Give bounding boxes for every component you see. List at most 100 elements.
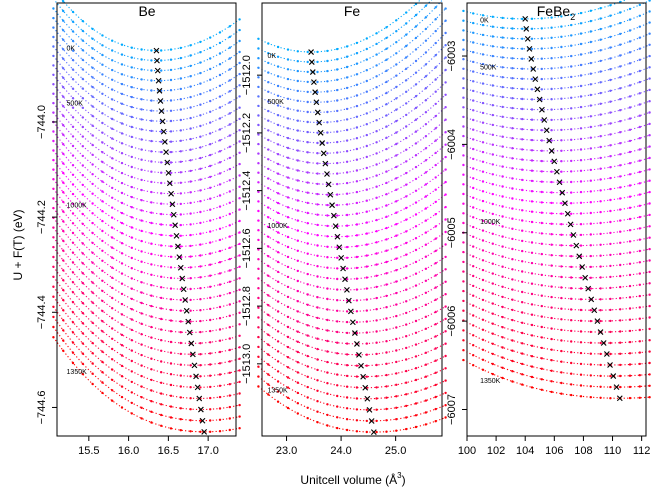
fe-curve-point <box>355 147 359 151</box>
fe-curve-point <box>405 11 408 14</box>
febe2-curve-point <box>599 38 602 41</box>
be-curve-point <box>179 352 182 356</box>
fe-curve-point <box>276 270 280 274</box>
fe-curve-point <box>316 60 319 64</box>
febe2-curve-point <box>550 243 553 246</box>
be-curve-point <box>169 48 173 51</box>
febe2-minimum-marker <box>597 329 604 335</box>
fe-curve-point <box>336 88 339 92</box>
fe-minimum-marker <box>358 362 364 369</box>
fe-curve-point <box>405 253 408 256</box>
be-curve-point <box>130 391 133 394</box>
febe2-curve-point <box>589 363 592 366</box>
fe-curve-point <box>286 146 290 150</box>
be-curve-point <box>179 171 182 174</box>
febe2-curve-point <box>638 317 641 320</box>
be-x-tick-label: 16.0 <box>118 445 139 457</box>
fe-curve-point <box>434 114 437 118</box>
febe2-curve-point <box>472 324 475 327</box>
febe2-curve-point <box>511 247 514 251</box>
febe2-curve-point <box>530 138 534 142</box>
fe-x-tick-label: 25.0 <box>385 445 406 457</box>
be-curve-point <box>169 298 173 301</box>
febe2-curve-point <box>511 137 514 140</box>
febe2-curve-point <box>638 238 641 241</box>
be-curve-point <box>179 181 182 184</box>
fe-minimum-marker <box>325 181 332 188</box>
fe-curve-point <box>395 97 398 100</box>
febe2-curve-point <box>609 46 612 49</box>
febe2-curve-point <box>560 328 563 332</box>
febe2-minimum-marker <box>610 373 617 379</box>
fe-curve-point <box>385 69 388 73</box>
febe2-curve <box>463 212 650 236</box>
be-curve-point <box>71 154 75 157</box>
be-curve-point <box>199 276 202 279</box>
fe-curve-point <box>444 180 447 184</box>
fe-curve-point <box>414 378 418 382</box>
febe2-curve-point <box>491 242 494 245</box>
be-curve-point <box>52 73 55 77</box>
febe2-x-tick-label: 106 <box>545 445 563 457</box>
febe2-curve-point <box>511 380 514 383</box>
febe2-curve-point <box>501 46 504 49</box>
febe2-curve-point <box>560 254 563 257</box>
be-curve-point <box>81 106 85 110</box>
be-curve-point <box>130 155 133 159</box>
fe-curve-point <box>336 256 339 259</box>
fe-curve <box>258 231 446 270</box>
febe2-curve-point <box>638 294 641 298</box>
fe-curve-point <box>414 296 418 299</box>
fe-curve-point <box>444 416 447 419</box>
be-curve-point <box>140 168 143 171</box>
be-curve-point <box>228 360 231 363</box>
fe-curve-point <box>326 214 329 217</box>
febe2-curve-point <box>579 395 583 398</box>
febe2-curve-point <box>619 219 622 222</box>
febe2-curve-point <box>589 83 592 86</box>
fe-curve-point <box>375 330 378 333</box>
be-curve-point <box>120 272 124 275</box>
be-curve-point <box>81 183 85 187</box>
fe-curve-point <box>326 49 329 53</box>
be-curve <box>52 326 240 422</box>
febe2-curve-point <box>481 308 485 311</box>
fe-curve-point <box>395 418 398 421</box>
fe-curve-point <box>405 33 408 36</box>
febe2-curve-point <box>491 322 494 325</box>
be-curve <box>52 150 240 226</box>
febe2-curve-point <box>589 374 592 377</box>
fe-curve-point <box>434 139 437 142</box>
be-curve-point <box>218 31 222 34</box>
be-curve <box>52 55 240 122</box>
be-curve <box>52 131 240 205</box>
fe-curve-point <box>365 265 368 268</box>
febe2-curve-point <box>540 284 543 287</box>
be-axes: 15.5 16.0 16.5 17.0−744.0−744.2−744.4−744.6 <box>36 2 237 457</box>
be-curve-point <box>179 396 182 399</box>
fe-curve-point <box>424 399 428 402</box>
febe2-minimum-marker <box>582 274 589 281</box>
febe2-curve-point <box>540 201 543 204</box>
febe2-curve-point <box>501 56 504 59</box>
be-curve-point <box>71 68 75 71</box>
febe2-curve-point <box>481 150 485 154</box>
febe2-curve-point <box>521 249 524 253</box>
febe2-curve <box>463 359 650 399</box>
fe-curve-point <box>257 57 260 60</box>
be-curve-point <box>62 339 65 342</box>
be-curve-point <box>81 174 85 177</box>
be-curve-point <box>179 363 182 366</box>
febe2-curve-point <box>472 196 475 199</box>
febe2-curve-point <box>570 170 573 173</box>
fe-curve-point <box>306 60 309 64</box>
febe2-curve-point <box>570 107 573 110</box>
fe-curve-point <box>414 71 418 74</box>
be-curve-point <box>91 221 94 225</box>
be-curve-point <box>238 323 241 326</box>
febe2-curve-point <box>589 287 592 290</box>
fe-curve-point <box>414 425 418 429</box>
be-curve-point <box>140 58 143 61</box>
febe2-curve-point <box>550 390 553 394</box>
febe2-curve-point <box>628 352 632 355</box>
